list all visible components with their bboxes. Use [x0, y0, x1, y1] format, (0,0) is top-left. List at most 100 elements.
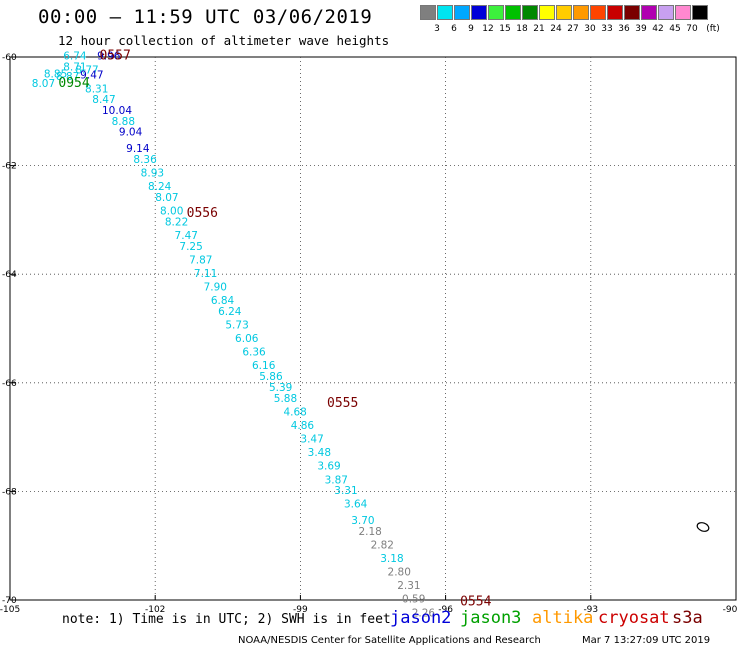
- wave-height-label: 8.85: [44, 69, 67, 81]
- chart-title: 00:00 – 11:59 UTC 03/06/2019: [38, 6, 373, 28]
- wave-height-label: 6.16: [252, 360, 276, 372]
- wave-height-label: 7.47: [175, 230, 198, 242]
- legend-swatch: [454, 5, 470, 20]
- legend-swatch: [437, 5, 453, 20]
- wave-height-label: 8.93: [141, 167, 164, 179]
- satellite-cryosat: cryosat: [598, 608, 670, 628]
- y-tick-label: -66: [2, 379, 17, 389]
- wave-height-label: 7.90: [204, 281, 227, 293]
- legend-swatch: [420, 5, 436, 20]
- wave-height-label: 3.69: [317, 461, 340, 473]
- y-tick-label: -68: [2, 487, 17, 497]
- legend-swatch: [505, 5, 521, 20]
- wave-height-label: 3.48: [308, 447, 331, 459]
- legend-swatch: [658, 5, 674, 20]
- legend-label: 15: [499, 24, 511, 34]
- wave-height-label: 8.07: [32, 78, 55, 90]
- wave-height-label: 6.06: [235, 333, 259, 345]
- legend-swatch: [590, 5, 606, 20]
- legend-label: 3: [434, 24, 440, 34]
- island-outline: [696, 522, 710, 532]
- legend-label: 27: [567, 24, 579, 34]
- legend-unit: (ft): [706, 24, 720, 34]
- legend-swatch: [539, 5, 555, 20]
- pass-time-label: 0554: [460, 594, 491, 609]
- legend-swatch: [624, 5, 640, 20]
- wave-height-label: 8.77: [75, 64, 98, 76]
- credit-timestamp: Mar 7 13:27:09 UTC 2019: [582, 635, 711, 646]
- legend-swatch: [488, 5, 504, 20]
- satellite-jason2: jason2: [390, 608, 452, 628]
- pass-time-label: 0555: [327, 396, 358, 411]
- legend-swatch: [573, 5, 589, 20]
- wave-height-label: 2.80: [388, 567, 411, 579]
- legend-label: 30: [584, 24, 596, 34]
- wave-height-label: 9.47: [80, 70, 103, 82]
- satellite-jason3: jason3: [460, 608, 522, 628]
- legend-label: 24: [550, 24, 562, 34]
- legend-label: 45: [669, 24, 681, 34]
- legend-label: 39: [635, 24, 647, 34]
- y-tick-label: -70: [2, 596, 17, 606]
- wave-height-label: 3.70: [351, 515, 374, 527]
- wave-height-label: 4.86: [291, 420, 315, 432]
- legend-label: 36: [618, 24, 630, 34]
- legend-label: 42: [652, 24, 664, 34]
- legend-swatch: [641, 5, 657, 20]
- legend-swatch: [607, 5, 623, 20]
- legend-label: 70: [686, 24, 698, 34]
- wave-height-label: 9.96: [97, 51, 121, 63]
- wave-height-label: 9.14: [126, 143, 150, 155]
- wave-height-label: 2.18: [358, 526, 381, 538]
- credit-text: NOAA/NESDIS Center for Satellite Applica…: [238, 635, 541, 646]
- wave-height-label: 6.74: [63, 51, 87, 63]
- x-tick-label: -105: [0, 605, 20, 615]
- plot-frame: [9, 56, 737, 601]
- wave-height-label: 2.26: [412, 607, 436, 619]
- wave-height-label: 5.86: [259, 371, 283, 383]
- legend-swatch: [675, 5, 691, 20]
- legend-swatch: [692, 5, 708, 20]
- x-tick-label: -96: [438, 605, 453, 615]
- legend-label: 12: [482, 24, 494, 34]
- wave-height-label: 5.39: [269, 382, 292, 394]
- y-tick-label: -62: [2, 162, 17, 172]
- pass-time-label: 0557: [100, 49, 131, 64]
- legend-label: 9: [468, 24, 474, 34]
- wave-height-label: 3.31: [334, 485, 357, 497]
- wave-height-label: 8.22: [165, 216, 188, 228]
- wave-height-label: 8.00: [160, 205, 183, 217]
- y-tick-label: -60: [2, 53, 17, 63]
- wave-height-label: 8.71: [63, 62, 86, 74]
- wave-height-label: 0.59: [402, 594, 425, 606]
- wave-height-label: 8.31: [85, 83, 108, 95]
- x-tick-label: -99: [293, 605, 308, 615]
- wave-height-label: 8.47: [92, 94, 115, 106]
- x-tick-label: -102: [145, 605, 165, 615]
- wave-height-label: 6.24: [218, 306, 242, 318]
- legend-label: 33: [601, 24, 613, 34]
- x-tick-label: -93: [583, 605, 598, 615]
- note-text: note: 1) Time is in UTC; 2) SWH is in fe…: [62, 612, 391, 627]
- wave-height-label: 7.11: [194, 268, 217, 280]
- satellite-altika: altika: [532, 608, 594, 628]
- wave-height-label: 7.87: [189, 254, 212, 266]
- pass-time-label: 0954: [58, 76, 89, 91]
- wave-height-label: 4.68: [283, 406, 306, 418]
- wave-height-label: 3.18: [380, 553, 403, 565]
- wave-height-label: 8.07: [155, 192, 178, 204]
- wave-height-label: 8.88: [112, 116, 135, 128]
- y-tick-label: -64: [2, 270, 17, 280]
- wave-height-label: 8.24: [148, 181, 172, 193]
- wave-height-label: 2.31: [397, 580, 420, 592]
- wave-height-label: 3.87: [325, 474, 348, 486]
- legend-swatch: [471, 5, 487, 20]
- wave-height-label: 6.84: [211, 295, 235, 307]
- wave-height-label: 3.47: [300, 434, 323, 446]
- wave-height-label: 7.25: [179, 241, 202, 253]
- wave-height-label: 8.36: [133, 154, 157, 166]
- wave-height-label: 9.04: [119, 127, 143, 139]
- wave-height-label: 10.04: [102, 105, 132, 117]
- legend-label: 18: [516, 24, 528, 34]
